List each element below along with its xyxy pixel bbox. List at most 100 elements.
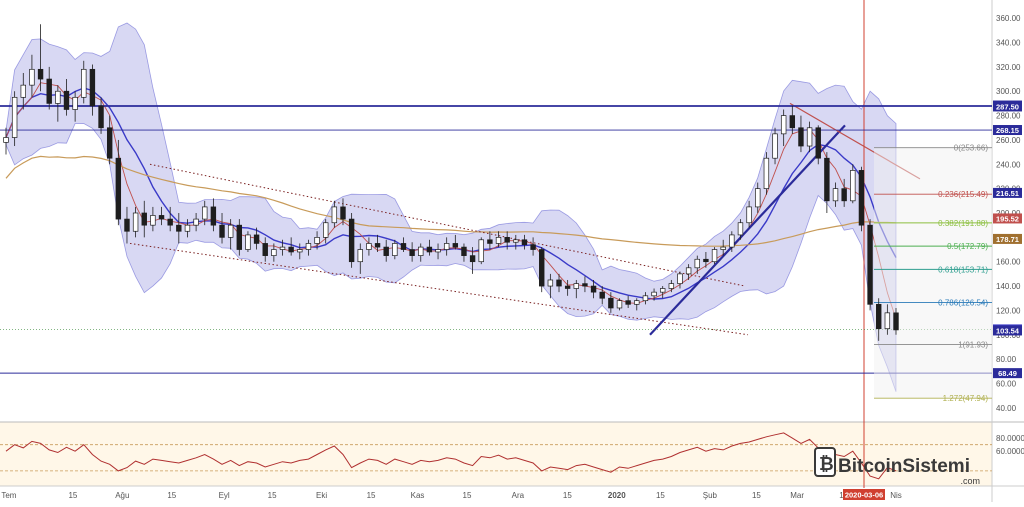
time-tick-label: 15 [563, 491, 572, 500]
candle [271, 243, 277, 262]
price-badge: 268.15 [993, 125, 1022, 136]
candle [530, 237, 536, 256]
price-tick-label: 300.00 [996, 87, 1021, 96]
price-badge-label: 195.52 [996, 214, 1019, 223]
candle [202, 200, 208, 226]
candle [72, 91, 78, 122]
candle [132, 206, 139, 238]
time-tick-label: Kas [411, 491, 425, 500]
fib-label: 1(91.93) [958, 341, 988, 350]
candle [443, 237, 450, 256]
candle [737, 219, 744, 240]
candle [806, 121, 813, 153]
candle [513, 234, 519, 250]
candle [824, 152, 830, 213]
price-badges: 288.26287.50268.1568.49216.51195.52178.7… [993, 100, 1022, 379]
osc-axis-label: 60.0000 [996, 447, 1024, 456]
price-tick-label: 40.00 [996, 404, 1017, 413]
osc-line [5, 432, 897, 480]
candle [478, 237, 484, 265]
time-tick-label: 2020 [608, 491, 626, 500]
candle [184, 219, 191, 238]
candle [210, 198, 217, 232]
candle [763, 152, 770, 195]
candle [582, 276, 588, 293]
price-tick-label: 260.00 [996, 136, 1021, 145]
candle [348, 213, 355, 268]
time-tick-label: Nis [890, 491, 902, 500]
candle [409, 242, 415, 262]
candle [850, 164, 856, 204]
candle [668, 279, 675, 293]
price-badge: 68.49 [993, 368, 1022, 379]
price-badge: 103.54 [993, 325, 1022, 336]
candle [677, 271, 683, 289]
watermark-logo: ₿ BitcoinSistemi.com [814, 447, 980, 486]
candle [158, 206, 165, 226]
candle [245, 231, 251, 252]
candle [616, 298, 623, 311]
candle [400, 237, 407, 252]
candle [564, 279, 571, 296]
candle [227, 219, 234, 250]
candle [651, 288, 657, 301]
time-tick-label: 15 [463, 491, 472, 500]
candle [150, 206, 156, 232]
candle [288, 237, 294, 256]
candle [469, 247, 476, 274]
candle [340, 198, 346, 226]
candle [694, 255, 700, 274]
candles [3, 24, 899, 341]
candle [832, 182, 839, 207]
candle [37, 24, 44, 92]
time-tick-label: Tem [1, 491, 16, 500]
candle [314, 231, 320, 250]
fib-zone [874, 147, 992, 399]
candle [219, 213, 225, 244]
time-tick-label: Eki [316, 491, 327, 500]
candle [297, 243, 303, 260]
candle [366, 237, 372, 256]
candle [625, 295, 631, 308]
price-tick-label: 320.00 [996, 63, 1021, 72]
price-tick-label: 140.00 [996, 282, 1021, 291]
time-tick-label: 15 [268, 491, 277, 500]
candle [81, 60, 87, 104]
candle [383, 239, 389, 262]
candle [685, 264, 692, 280]
ma-long-line [5, 155, 897, 247]
time-tick-label: 15 [367, 491, 376, 500]
price-badge-label: 178.71 [996, 235, 1019, 244]
candle [772, 127, 778, 165]
candle [547, 273, 554, 299]
candle [452, 234, 459, 250]
candle [305, 239, 312, 256]
candle [504, 231, 510, 250]
time-tick-label: Ağu [115, 491, 129, 500]
price-badge: 195.52 [993, 213, 1022, 224]
price-badge: 178.71 [993, 233, 1022, 244]
price-badge-label: 68.49 [998, 369, 1017, 378]
time-tick-label: Şub [703, 491, 718, 500]
candle [556, 273, 562, 293]
candle [461, 243, 467, 262]
price-badge-label: 287.50 [996, 102, 1019, 111]
candle [167, 206, 173, 232]
candle [262, 237, 268, 262]
candle [893, 307, 899, 335]
logo-icon [814, 447, 836, 477]
osc-axis-label: 80.0000 [996, 434, 1024, 443]
candle [3, 127, 9, 155]
candle [236, 219, 243, 256]
price-badge-label: 103.54 [996, 326, 1020, 335]
candle [98, 97, 104, 134]
candle [426, 239, 433, 256]
uptrend-line [649, 124, 846, 336]
candle [392, 239, 398, 260]
price-tick-label: 360.00 [996, 14, 1021, 23]
price-tick-label: 80.00 [996, 355, 1017, 364]
candle [331, 200, 338, 228]
time-tick-label: 15 [752, 491, 761, 500]
candle [279, 239, 286, 256]
